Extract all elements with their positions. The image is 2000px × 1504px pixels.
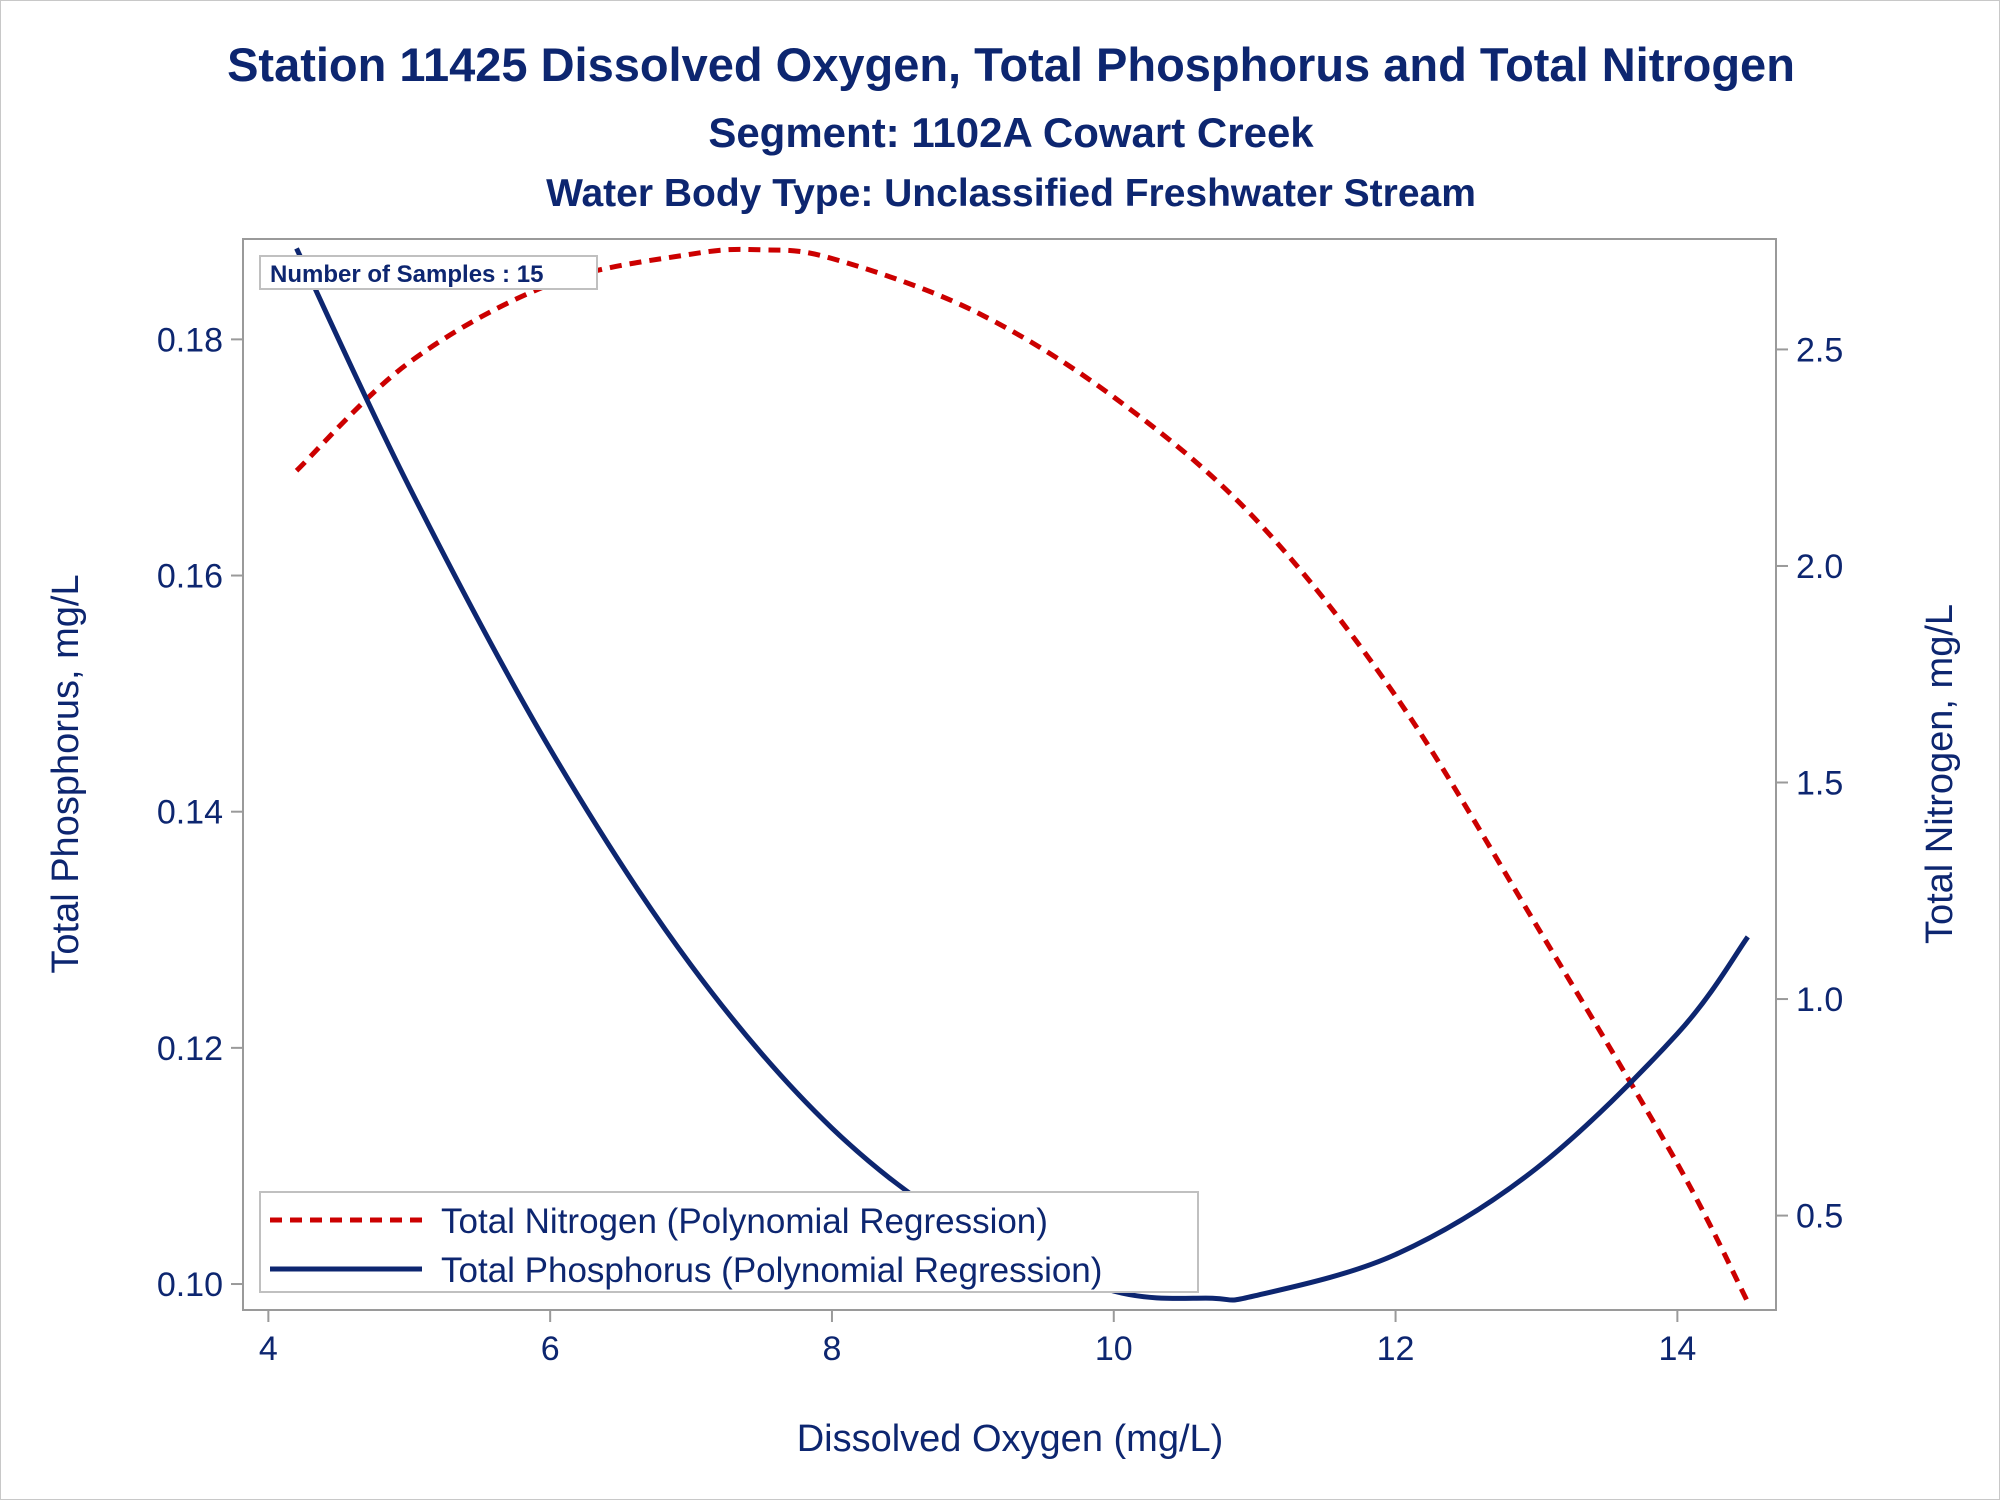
y2-axis-ticks: 0.5 1.0 1.5 2.0 2.5 [1776,331,1843,1236]
y2-axis-label: Total Nitrogen, mg/L [1919,604,1961,944]
sample-count-border [259,255,598,290]
legend-label-phosphorus: Total Phosphorus (Polynomial Regression) [441,1251,1102,1290]
sample-count-label: Number of Samples : 15 [270,261,543,288]
chart-subtitle: Segment: 1102A Cowart Creek [708,109,1314,156]
legend-border [259,1191,1199,1293]
y2-tick-label: 1.0 [1796,981,1843,1019]
legend: Total Nitrogen (Polynomial Regression) T… [259,1191,1199,1293]
sample-count-box: Number of Samples : 15 [259,255,598,290]
x-tick-label: 12 [1377,1330,1415,1368]
x-tick-label: 6 [541,1330,560,1368]
x-tick-label: 8 [823,1330,842,1368]
y-tick-label: 0.18 [157,321,223,359]
nitrogen-regression-line [294,246,1751,1304]
legend-label-nitrogen: Total Nitrogen (Polynomial Regression) [441,1202,1048,1241]
chart-title: Station 11425 Dissolved Oxygen, Total Ph… [227,38,1795,91]
x-tick-label: 14 [1658,1330,1696,1368]
y2-tick-label: 2.0 [1796,548,1843,586]
x-tick-label: 10 [1095,1330,1133,1368]
plot-border [242,238,1777,1311]
x-tick-label: 4 [259,1330,278,1368]
plot-area [242,238,1777,1311]
y-tick-label: 0.12 [157,1030,223,1068]
y-axis-ticks: 0.10 0.12 0.14 0.16 0.18 [157,321,243,1304]
y2-tick-label: 1.5 [1796,765,1843,803]
y-axis-label: Total Phosphorus, mg/L [45,574,87,973]
chart-subtitle-2: Water Body Type: Unclassified Freshwater… [546,172,1476,215]
y2-tick-label: 0.5 [1796,1198,1843,1236]
y-tick-label: 0.10 [157,1266,223,1304]
y-tick-label: 0.14 [157,794,223,832]
x-axis-label: Dissolved Oxygen (mg/L) [797,1418,1224,1460]
y-tick-label: 0.16 [157,558,223,596]
x-axis-ticks: 4 6 8 10 12 14 [259,1310,1696,1368]
y2-tick-label: 2.5 [1796,331,1843,369]
